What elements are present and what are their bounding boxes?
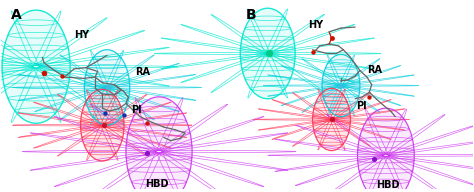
Ellipse shape — [2, 10, 70, 123]
Point — [101, 111, 109, 114]
Text: HY: HY — [74, 30, 89, 40]
Point — [144, 122, 151, 125]
Point — [105, 86, 112, 89]
Point — [328, 118, 335, 121]
Ellipse shape — [240, 8, 295, 99]
Text: PI: PI — [131, 105, 141, 115]
Text: HBD: HBD — [145, 179, 168, 189]
Point — [120, 113, 128, 116]
Text: PI: PI — [356, 101, 367, 111]
Ellipse shape — [126, 97, 192, 192]
Point — [40, 72, 48, 75]
Point — [58, 74, 66, 78]
Ellipse shape — [84, 50, 130, 125]
Text: A: A — [11, 8, 22, 22]
Point — [309, 50, 317, 53]
Ellipse shape — [322, 55, 360, 117]
Point — [370, 158, 378, 161]
Text: B: B — [246, 8, 256, 22]
Ellipse shape — [81, 89, 124, 161]
Ellipse shape — [313, 88, 350, 151]
Point — [100, 124, 108, 127]
Text: HY: HY — [308, 20, 323, 30]
Point — [365, 95, 373, 98]
Text: HBD: HBD — [376, 180, 400, 190]
Point — [336, 84, 344, 87]
Point — [265, 52, 273, 55]
Ellipse shape — [357, 108, 414, 192]
Point — [144, 152, 151, 155]
Text: RA: RA — [136, 67, 150, 77]
Text: RA: RA — [367, 65, 382, 75]
Point — [328, 37, 335, 40]
